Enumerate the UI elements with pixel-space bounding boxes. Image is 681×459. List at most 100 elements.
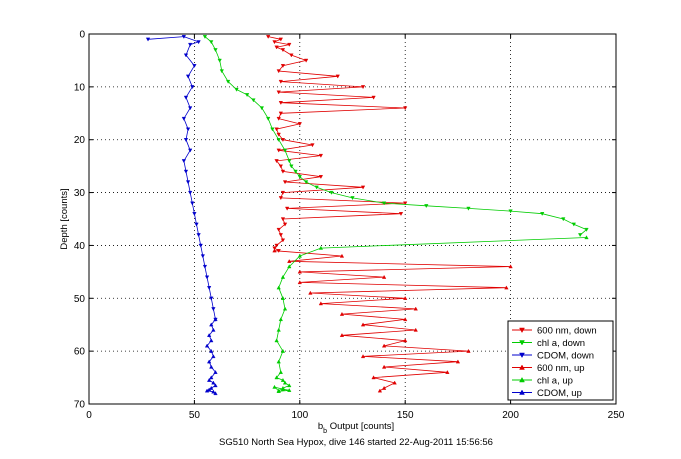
data-point-600-nm-up [371,375,376,380]
data-point-600-nm-up [504,285,509,290]
data-point-chl-a-down [276,138,281,142]
data-point-cdom-up [204,388,210,393]
data-point-cdom-down [211,307,216,312]
data-point-chl-a-down [202,35,208,39]
data-point-chl-a-down [578,233,583,238]
legend-item-chl-a-down: chl a, down [512,338,585,349]
data-point-600-nm-down [276,148,281,153]
legend-item-cdom-up: CDOM, up [512,388,582,399]
data-point-600-nm-up [297,280,302,285]
data-point-600-nm-down [276,132,281,137]
data-point-chl-a-up [276,389,281,393]
data-point-cdom-down [185,127,191,132]
data-point-600-nm-down [285,206,290,211]
data-point-chl-a-down [297,175,302,179]
data-point-cdom-down [196,233,201,238]
data-point-chl-a-up [318,245,324,250]
data-point-chl-a-down [217,58,222,63]
data-point-600-nm-down [276,69,281,74]
data-point-cdom-down [204,275,210,280]
data-point-600-nm-down [276,116,281,121]
data-point-600-nm-up [287,259,292,263]
data-point-600-nm-up [297,269,302,274]
x-tick-label: 250 [608,410,625,421]
y-tick-label: 50 [74,294,86,305]
data-point-chl-a-up [282,306,288,311]
y-tick-label: 40 [74,241,86,252]
data-point-600-nm-down [318,175,324,179]
data-point-600-nm-down [282,222,288,227]
data-point-cdom-down [202,264,208,269]
legend-item-600-nm-down: 600 nm, down [512,326,597,337]
data-point-600-nm-down [274,159,279,164]
data-point-600-nm-down [278,101,283,105]
data-point-chl-a-up [287,383,292,388]
data-point-chl-a-up [280,274,286,279]
data-point-cdom-down [194,222,199,227]
data-point-600-nm-up [308,290,313,295]
data-point-600-nm-up [339,311,345,316]
data-point-600-nm-down [403,201,408,206]
data-point-600-nm-down [280,217,286,222]
data-point-600-nm-down [272,40,277,45]
data-point-600-nm-down [371,95,376,100]
data-point-chl-a-up [274,375,279,380]
data-point-chl-a-down [466,206,471,211]
data-point-cdom-up [209,322,214,327]
data-point-600-nm-up [381,343,387,348]
series-600-nm-down [266,35,408,253]
data-point-600-nm-down [360,85,366,90]
data-point-chl-a-down [270,127,275,132]
plot-area-frame [88,33,617,405]
series-line-chl-a-down [204,36,588,236]
data-point-cdom-down [185,74,191,79]
data-point-600-nm-down [398,212,404,216]
data-point-600-nm-down [274,45,279,50]
data-point-chl-a-down [561,217,566,222]
data-point-600-nm-down [274,127,279,132]
y-axis-label: Depth [counts] [59,188,70,249]
data-point-chl-a-down [424,204,429,208]
figure-caption: SG510 North Sea Hypox, dive 146 started … [219,437,493,448]
data-point-chl-a-up [272,384,277,389]
data-point-cdom-up [207,359,212,364]
data-point-cdom-down [196,40,201,45]
data-point-cdom-down [181,116,186,121]
legend-label: chl a, up [537,376,573,387]
data-point-chl-a-down [234,87,239,92]
data-point-cdom-up [211,354,216,359]
data-point-cdom-down [200,254,205,259]
data-point-chl-a-up [280,348,286,353]
data-point-600-nm-up [392,380,397,385]
data-point-600-nm-up [272,248,277,253]
data-point-600-nm-up [339,253,345,258]
data-point-600-nm-down [287,42,292,47]
data-point-cdom-up [204,343,210,348]
data-point-cdom-down [188,190,193,195]
data-point-600-nm-down [280,64,286,68]
data-point-cdom-up [209,364,214,369]
legend-label: 600 nm, down [537,326,597,337]
data-point-600-nm-down [280,138,286,142]
series-cdom-up [204,317,218,396]
data-point-cdom-up [213,383,218,388]
data-point-cdom-up [211,389,216,394]
data-point-chl-a-up [276,327,281,332]
data-point-600-nm-down [274,243,279,248]
y-tick-label: 60 [74,347,86,358]
data-point-chl-a-down [571,222,576,227]
legend-marker [519,376,525,383]
data-point-600-nm-down [280,238,286,243]
data-point-cdom-down [192,212,197,216]
legend-item-chl-a-up: chl a, up [512,376,573,387]
data-point-600-nm-up [318,301,324,306]
data-point-600-nm-up [508,264,513,269]
data-point-cdom-up [209,348,214,353]
data-point-chl-a-up [278,317,283,322]
data-point-chl-a-up [278,370,283,374]
data-point-600-nm-up [360,322,366,327]
data-point-600-nm-down [297,122,302,127]
series-cdom-down [145,35,218,322]
data-point-600-nm-up [403,317,408,322]
